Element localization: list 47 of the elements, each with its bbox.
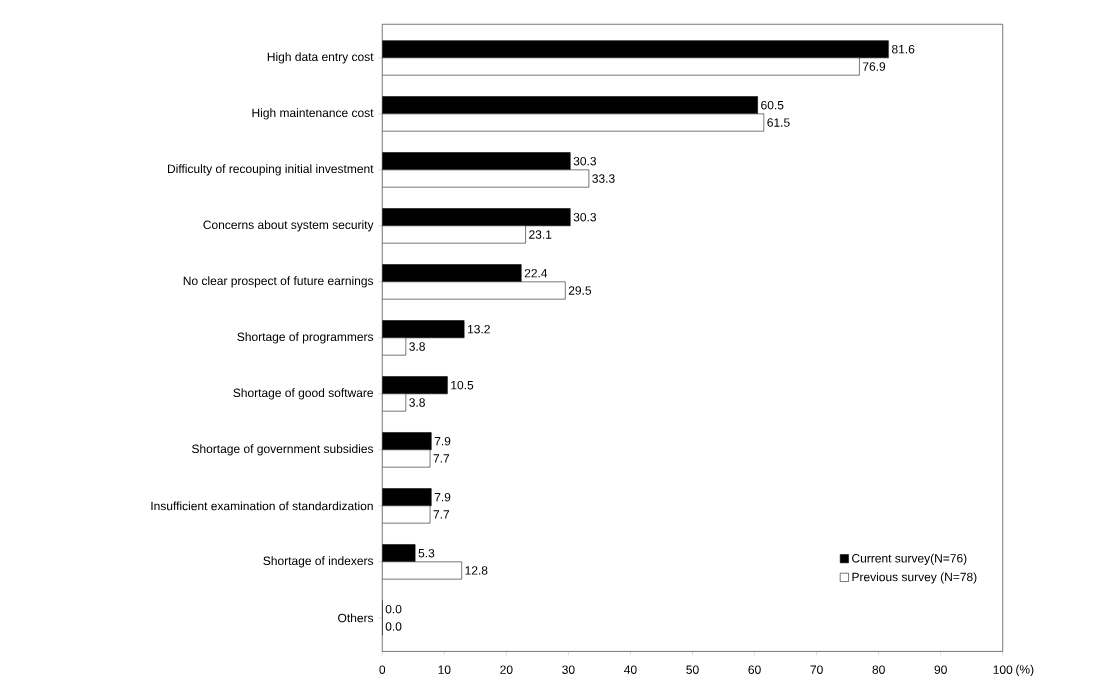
legend-label: Current survey(N=76) bbox=[852, 553, 967, 565]
y-tick-label: Shortage of programmers bbox=[237, 332, 374, 344]
x-tick-label: 60 bbox=[748, 665, 761, 674]
data-label: 30.3 bbox=[573, 212, 597, 222]
x-tick-label: 10 bbox=[438, 665, 451, 674]
data-label: 61.5 bbox=[767, 118, 790, 127]
data-label: 23.1 bbox=[529, 230, 552, 239]
x-tick-label: 50 bbox=[686, 665, 699, 674]
data-label: 7.9 bbox=[434, 492, 451, 502]
y-tick-label: High data entry cost bbox=[267, 52, 374, 64]
x-tick-label: 100 bbox=[993, 665, 1013, 674]
data-label: 3.8 bbox=[409, 398, 425, 407]
y-tick-label: Shortage of good software bbox=[233, 388, 373, 400]
data-label: 13.2 bbox=[468, 324, 490, 334]
data-label: 5.3 bbox=[418, 548, 435, 558]
data-label: 7.9 bbox=[434, 436, 451, 446]
x-tick-label: 0 bbox=[379, 665, 386, 674]
data-label: 30.3 bbox=[573, 156, 597, 166]
data-label: 60.5 bbox=[761, 100, 784, 110]
x-tick-label: 80 bbox=[872, 665, 885, 674]
data-label: 33.3 bbox=[592, 174, 615, 183]
data-label: 0.0 bbox=[385, 604, 402, 614]
y-tick-label: Insufficient examination of standardization bbox=[151, 501, 373, 511]
data-label: 81.6 bbox=[892, 44, 915, 54]
data-label: 7.7 bbox=[433, 454, 450, 463]
y-tick-label: Others bbox=[338, 613, 374, 623]
y-tick-label: Difficulty of recouping initial investment bbox=[168, 164, 374, 176]
data-label: 3.8 bbox=[409, 342, 425, 351]
y-tick-label: Shortage of government subsidies bbox=[191, 444, 374, 456]
y-tick-label: Shortage of indexers bbox=[263, 556, 374, 568]
data-label: 76.9 bbox=[862, 62, 886, 71]
y-tick-label: High maintenance cost bbox=[252, 108, 374, 120]
data-label: 29.5 bbox=[568, 286, 592, 295]
x-axis-title: (%) bbox=[1016, 664, 1034, 677]
y-tick-label: Concerns about system security bbox=[203, 220, 374, 232]
data-label: 12.8 bbox=[465, 566, 488, 575]
data-label: 7.7 bbox=[433, 510, 450, 519]
x-tick-label: 30 bbox=[562, 665, 575, 674]
y-tick-label: No clear prospect of future earnings bbox=[183, 276, 374, 288]
data-label: 10.5 bbox=[451, 380, 474, 390]
x-tick-label: 90 bbox=[934, 665, 947, 674]
data-label: 0.0 bbox=[385, 622, 402, 631]
x-tick-label: 20 bbox=[500, 665, 513, 674]
x-tick-label: 40 bbox=[624, 665, 637, 674]
data-label: 22.4 bbox=[524, 268, 548, 278]
x-tick-label: 70 bbox=[810, 665, 823, 674]
legend-label: Previous survey (N=78) bbox=[852, 572, 977, 584]
